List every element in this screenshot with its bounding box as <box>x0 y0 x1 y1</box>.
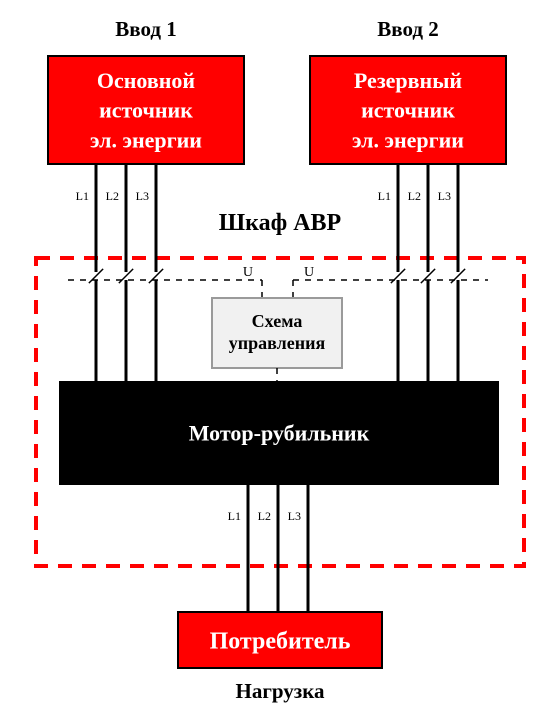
main-source-box-text-1: источник <box>99 98 193 123</box>
label-u-right: U <box>304 265 314 280</box>
right-top-label-2: L3 <box>438 189 451 203</box>
label-cabinet: Шкаф АВР <box>219 210 341 236</box>
control-box-text-2: управления <box>229 333 326 353</box>
label-input-1: Ввод 1 <box>115 17 176 41</box>
right-top-label-1: L2 <box>408 189 421 203</box>
bottom-label-2: L3 <box>288 509 301 523</box>
diagram-svg: Ввод 1 Ввод 2 Основной источник эл. энергии Р… <box>0 0 560 713</box>
main-source-box-text-2: эл. энергии <box>90 127 202 152</box>
reserve-source-box-text-0: Резервный <box>354 68 462 93</box>
label-load: Нагрузка <box>236 679 325 703</box>
left-top-label-1: L2 <box>106 189 119 203</box>
control-box-text-1: Схема <box>252 311 303 331</box>
label-input-2: Ввод 2 <box>377 17 438 41</box>
left-top-label-2: L3 <box>136 189 149 203</box>
reserve-source-box-text-2: эл. энергии <box>352 127 464 152</box>
right-top-label-0: L1 <box>378 189 391 203</box>
main-source-box-text-0: Основной <box>97 68 196 93</box>
label-u-left: U <box>243 265 253 280</box>
left-top-label-0: L1 <box>76 189 89 203</box>
bottom-label-0: L1 <box>228 509 241 523</box>
consumer-box-text: Потребитель <box>210 628 351 654</box>
reserve-source-box-text-1: источник <box>361 98 455 123</box>
diagram-canvas: Ввод 1 Ввод 2 Основной источник эл. энергии Р… <box>0 0 560 713</box>
motor-box-text: Мотор-рубильник <box>189 421 370 446</box>
bottom-label-1: L2 <box>258 509 271 523</box>
